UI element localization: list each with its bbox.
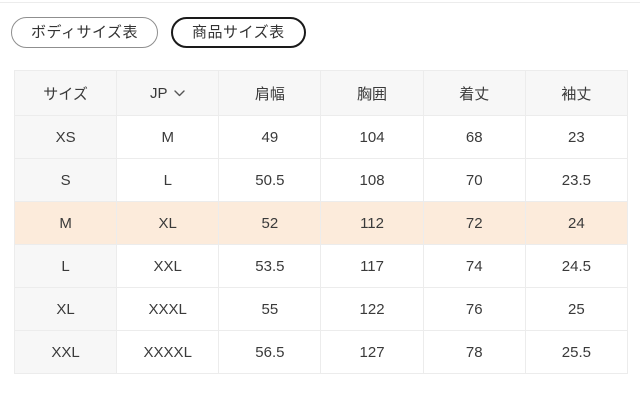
table-cell: 49 [218, 115, 322, 159]
table-cell: M [116, 115, 220, 159]
table-header-row: サイズ JP 肩幅 胸囲 着丈 袖丈 [13, 70, 629, 116]
table-cell: 24.5 [524, 244, 629, 288]
column-header-length: 着丈 [422, 70, 526, 116]
table-cell: 25 [524, 287, 629, 331]
table-cell: 108 [320, 158, 424, 202]
table-cell: XXXXL [116, 330, 220, 374]
table-cell: 70 [422, 158, 526, 202]
table-cell: 72 [422, 201, 526, 245]
table-cell: 68 [422, 115, 526, 159]
column-header-size: サイズ [13, 70, 118, 116]
size-table-body: XS M 49 104 68 23 S L 50.5 108 70 23.5 M XL 52 112 72 24 L… [13, 115, 629, 374]
table-cell: 23.5 [524, 158, 629, 202]
size-chart-tabs: ボディサイズ表 商品サイズ表 [0, 3, 640, 48]
table-cell: XXL [116, 244, 220, 288]
table-cell: 76 [422, 287, 526, 331]
column-header-sleeve: 袖丈 [524, 70, 629, 116]
table-cell: 23 [524, 115, 629, 159]
table-cell: 24 [524, 201, 629, 245]
product-size-table: サイズ JP 肩幅 胸囲 着丈 袖丈 XS M 49 104 68 23 S L 50.5 108… [13, 70, 629, 374]
table-row: M XL 52 112 72 24 [13, 201, 629, 245]
table-cell: 74 [422, 244, 526, 288]
chevron-down-icon [174, 89, 186, 97]
table-cell: 50.5 [218, 158, 322, 202]
column-header-chest: 胸囲 [320, 70, 424, 116]
table-cell: 52 [218, 201, 322, 245]
region-dropdown-value: JP [149, 84, 168, 102]
table-cell: 56.5 [218, 330, 322, 374]
table-row: XL XXXL 55 122 76 25 [13, 287, 629, 331]
table-cell: XL [116, 201, 220, 245]
table-cell: L [116, 158, 220, 202]
row-size-label: M [13, 201, 118, 245]
table-cell: 112 [320, 201, 424, 245]
body-size-tab[interactable]: ボディサイズ表 [11, 17, 159, 48]
table-row: L XXL 53.5 117 74 24.5 [13, 244, 629, 288]
table-cell: 25.5 [524, 330, 629, 374]
row-size-label: S [13, 158, 118, 202]
table-cell: 117 [320, 244, 424, 288]
table-cell: 122 [320, 287, 424, 331]
table-cell: 53.5 [218, 244, 322, 288]
table-cell: XXXL [116, 287, 220, 331]
top-divider [0, 2, 640, 3]
row-size-label: XXL [13, 330, 118, 374]
region-dropdown[interactable]: JP [116, 70, 220, 116]
row-size-label: XL [13, 287, 118, 331]
table-cell: 127 [320, 330, 424, 374]
row-size-label: XS [13, 115, 118, 159]
table-row: XXL XXXXL 56.5 127 78 25.5 [13, 330, 629, 374]
table-row: XS M 49 104 68 23 [13, 115, 629, 159]
table-cell: 55 [218, 287, 322, 331]
table-cell: 104 [320, 115, 424, 159]
table-cell: 78 [422, 330, 526, 374]
column-header-shoulder: 肩幅 [218, 70, 322, 116]
product-size-tab[interactable]: 商品サイズ表 [171, 17, 306, 48]
table-row: S L 50.5 108 70 23.5 [13, 158, 629, 202]
row-size-label: L [13, 244, 118, 288]
